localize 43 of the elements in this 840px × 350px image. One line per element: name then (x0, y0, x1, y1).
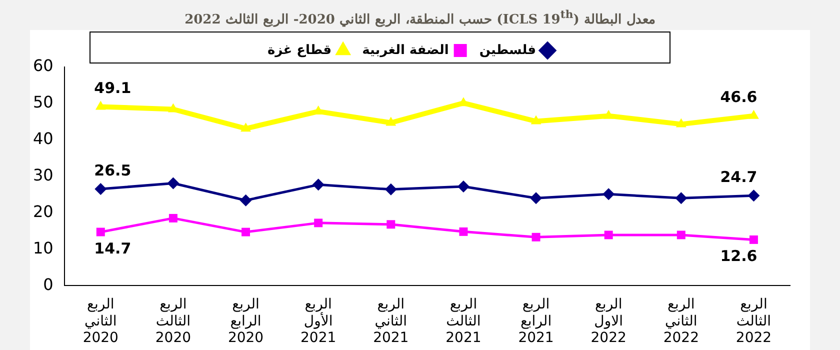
point (604, 230, 613, 240)
point (96, 228, 105, 236)
point (532, 232, 540, 242)
point (748, 110, 759, 119)
point (675, 192, 688, 204)
legend-label: قطاع غزة (267, 42, 332, 58)
y-tick-label: 40 (33, 129, 54, 148)
point (530, 192, 542, 204)
point (314, 218, 323, 228)
data-label: 26.5 (94, 161, 132, 180)
y-tick-label: 30 (33, 165, 54, 184)
data-label: 24.7 (720, 168, 758, 186)
point (168, 214, 178, 222)
point (386, 116, 396, 126)
y-tick-label: 60 (33, 56, 54, 76)
y-tick-label: 50 (33, 92, 54, 112)
point (384, 183, 397, 196)
point (94, 183, 107, 196)
point (749, 235, 758, 244)
point (242, 228, 250, 236)
point (457, 180, 470, 192)
data-label: 46.6 (720, 88, 758, 106)
data-label: 12.6 (720, 247, 758, 266)
y-tick-label: 0 (43, 274, 54, 294)
point (603, 110, 614, 119)
point (530, 115, 542, 124)
point (240, 122, 251, 132)
point (748, 190, 760, 202)
point (602, 188, 615, 200)
point (386, 220, 396, 229)
data-label: 49.1 (94, 79, 132, 98)
point (167, 177, 180, 190)
y-tick-label: 20 (33, 202, 54, 221)
point (95, 100, 106, 110)
y-tick-label: 10 (33, 238, 54, 258)
legend-label: فلسطين (479, 42, 536, 58)
point (676, 118, 686, 128)
point (676, 230, 686, 240)
point (312, 178, 324, 191)
point (459, 227, 468, 236)
legend-label: الضفة الغربية (362, 42, 449, 58)
point (240, 194, 252, 206)
data-label: 14.7 (94, 239, 132, 258)
